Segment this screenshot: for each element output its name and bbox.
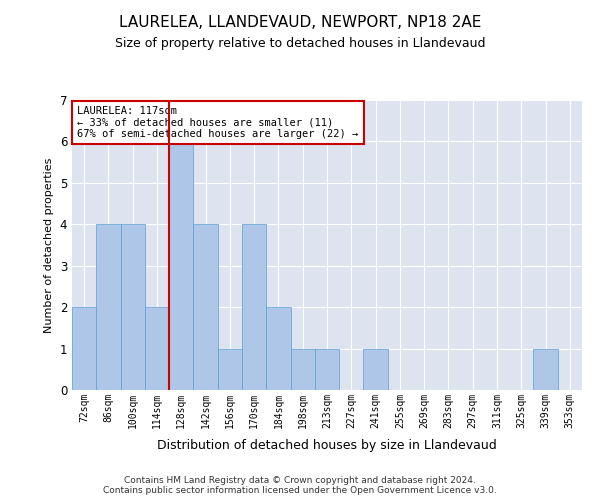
Bar bbox=[72, 307, 96, 390]
Bar bbox=[169, 142, 193, 390]
Text: LAURELEA, LLANDEVAUD, NEWPORT, NP18 2AE: LAURELEA, LLANDEVAUD, NEWPORT, NP18 2AE bbox=[119, 15, 481, 30]
Text: Size of property relative to detached houses in Llandevaud: Size of property relative to detached ho… bbox=[115, 38, 485, 51]
Bar bbox=[145, 307, 169, 390]
Bar bbox=[290, 348, 315, 390]
Text: Contains HM Land Registry data © Crown copyright and database right 2024.
Contai: Contains HM Land Registry data © Crown c… bbox=[103, 476, 497, 495]
Text: LAURELEA: 117sqm
← 33% of detached houses are smaller (11)
67% of semi-detached : LAURELEA: 117sqm ← 33% of detached house… bbox=[77, 106, 358, 139]
Bar bbox=[315, 348, 339, 390]
Bar bbox=[193, 224, 218, 390]
Bar bbox=[96, 224, 121, 390]
Bar bbox=[533, 348, 558, 390]
X-axis label: Distribution of detached houses by size in Llandevaud: Distribution of detached houses by size … bbox=[157, 439, 497, 452]
Bar bbox=[364, 348, 388, 390]
Bar bbox=[266, 307, 290, 390]
Y-axis label: Number of detached properties: Number of detached properties bbox=[44, 158, 54, 332]
Bar bbox=[242, 224, 266, 390]
Bar bbox=[121, 224, 145, 390]
Bar bbox=[218, 348, 242, 390]
